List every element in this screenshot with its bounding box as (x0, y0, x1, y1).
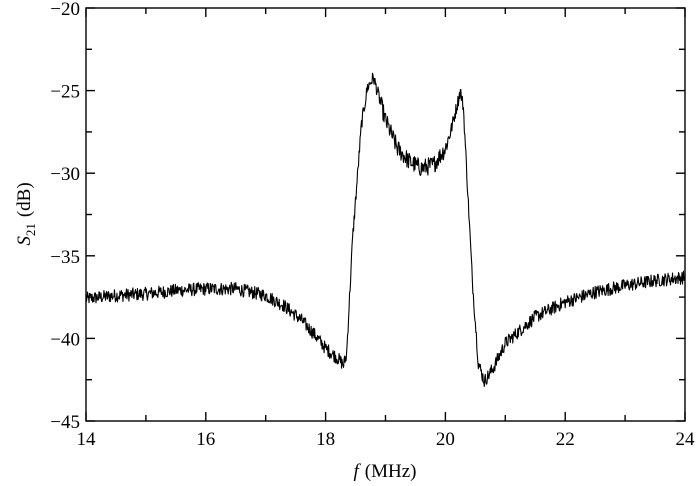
series-line (85, 72, 686, 388)
tick-labels: 14 16 18 20 22 24 −20 −25 −30 −35 −40 −45 (50, 0, 695, 450)
y-tick-label: −30 (50, 164, 80, 185)
x-tick-label: 18 (316, 429, 335, 450)
x-axis-label: f (MHz) (354, 461, 417, 482)
axis-ticks (85, 7, 686, 422)
x-tick-label: 16 (196, 429, 215, 450)
x-tick-label: 24 (676, 429, 696, 450)
y-axis-variable: S (14, 236, 35, 246)
y-axis-label: S21 (dB) (14, 182, 38, 245)
y-axis-subscript: 21 (23, 223, 38, 236)
y-tick-label: −45 (50, 412, 80, 433)
y-tick-label: −20 (50, 0, 80, 20)
plot-frame (85, 7, 686, 422)
y-tick-label: −35 (50, 247, 80, 268)
x-axis-unit: (MHz) (365, 461, 417, 482)
x-axis-variable: f (354, 461, 362, 482)
x-tick-label: 22 (556, 429, 575, 450)
x-tick-label: 20 (436, 429, 455, 450)
y-tick-label: −25 (50, 82, 80, 103)
y-axis-unit: (dB) (14, 182, 35, 217)
x-tick-label: 14 (77, 429, 97, 450)
y-tick-label: −40 (50, 329, 80, 350)
